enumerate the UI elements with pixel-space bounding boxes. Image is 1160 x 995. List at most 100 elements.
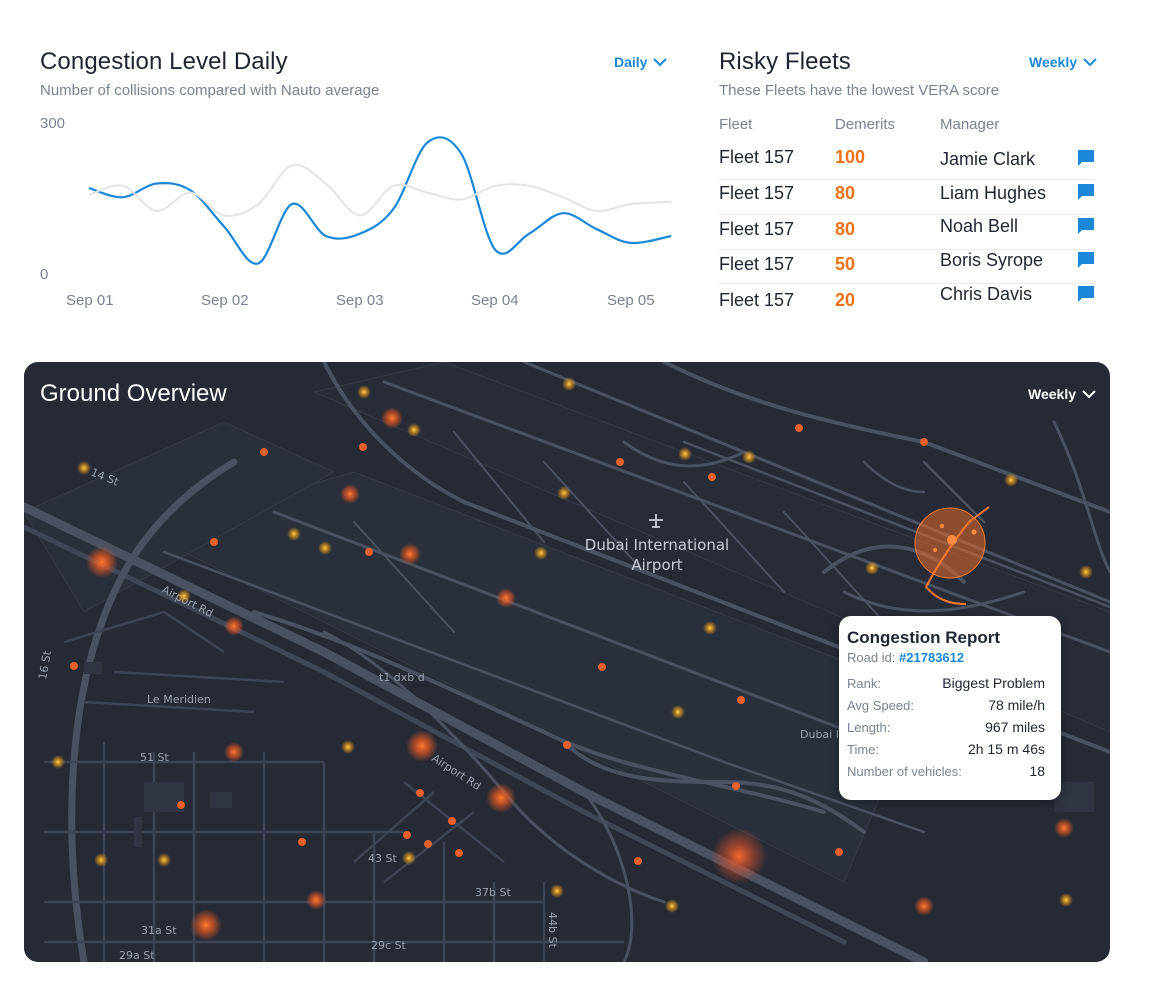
hotspot[interactable]	[341, 740, 355, 754]
hotspot[interactable]	[94, 853, 108, 867]
hotspot[interactable]	[298, 838, 306, 846]
hotspot[interactable]	[86, 546, 118, 578]
risky-subtitle: These Fleets have the lowest VERA score	[719, 82, 1000, 99]
hotspot[interactable]	[190, 909, 222, 941]
table-row[interactable]: Fleet 157 50 Boris Syrope	[719, 249, 1095, 284]
hotspot[interactable]	[403, 831, 411, 839]
chevron-down-icon	[1083, 57, 1097, 66]
message-icon[interactable]	[1077, 285, 1095, 303]
hotspot[interactable]	[357, 385, 371, 399]
hotspot[interactable]	[260, 448, 268, 456]
hotspot[interactable]	[455, 849, 463, 857]
hotspot[interactable]	[448, 817, 456, 825]
demerits-cell: 100	[835, 147, 866, 167]
demerits-cell: 80	[835, 183, 856, 203]
hotspot[interactable]	[399, 543, 421, 565]
table-row[interactable]: Fleet 157 80 Liam Hughes	[719, 180, 1095, 215]
hotspot[interactable]	[598, 663, 606, 671]
hotspot[interactable]	[795, 424, 803, 432]
table-row[interactable]: Fleet 157 20 Chris Davis	[719, 283, 1095, 317]
hotspot[interactable]	[496, 588, 516, 608]
hotspot[interactable]	[210, 538, 218, 546]
message-icon[interactable]	[1077, 251, 1095, 269]
congestion-report-tooltip: Congestion Report Road id: #21783612 Ran…	[839, 616, 1061, 800]
report-field-value: Biggest Problem	[942, 675, 1045, 691]
hotspot[interactable]	[287, 527, 301, 541]
hotspot[interactable]	[562, 377, 576, 391]
table-row[interactable]: Fleet 157 100 Jamie Clark	[719, 145, 1095, 180]
hotspot[interactable]	[671, 705, 685, 719]
hotspot[interactable]	[737, 696, 745, 704]
risky-period-dropdown[interactable]: Weekly	[1029, 54, 1097, 70]
hotspot[interactable]	[1079, 565, 1093, 579]
hotspot[interactable]	[711, 828, 767, 884]
ground-period-dropdown[interactable]: Weekly	[1028, 386, 1096, 402]
street-label: 29a St	[119, 949, 155, 962]
hotspot[interactable]	[381, 407, 403, 429]
report-field-label: Time:	[847, 742, 880, 757]
selected-road-path[interactable]	[924, 506, 990, 605]
hotspot[interactable]	[365, 548, 373, 556]
hotspot[interactable]	[1054, 818, 1074, 838]
hotspot[interactable]	[224, 616, 244, 636]
airport-label: Dubai International Airport	[585, 514, 729, 574]
hotspot[interactable]	[416, 789, 424, 797]
hotspot[interactable]	[77, 461, 91, 475]
hotspot[interactable]	[534, 546, 548, 560]
hotspot[interactable]	[340, 484, 360, 504]
message-icon[interactable]	[1077, 217, 1095, 235]
hotspot[interactable]	[306, 890, 326, 910]
hotspot[interactable]	[177, 801, 185, 809]
hotspot[interactable]	[665, 899, 679, 913]
hotspot[interactable]	[708, 473, 716, 481]
hotspot[interactable]	[1059, 893, 1073, 907]
message-icon[interactable]	[1077, 149, 1095, 167]
hotspot[interactable]	[914, 896, 934, 916]
selected-road[interactable]	[914, 506, 990, 605]
hotspot[interactable]	[157, 853, 171, 867]
hotspot[interactable]	[402, 851, 416, 865]
hotspot[interactable]	[557, 486, 571, 500]
road-id-label: Road id:	[847, 650, 896, 665]
message-icon[interactable]	[1077, 183, 1095, 201]
hotspot[interactable]	[550, 884, 564, 898]
street-label: Dubai In	[800, 728, 846, 741]
hotspot[interactable]	[940, 524, 944, 528]
airplane-icon	[649, 514, 663, 528]
hotspot[interactable]	[920, 438, 928, 446]
hotspot[interactable]	[971, 529, 977, 535]
hotspot[interactable]	[424, 840, 432, 848]
hotspot[interactable]	[1004, 473, 1018, 487]
hotspot[interactable]	[51, 755, 65, 769]
airport-name-line2: Airport	[631, 556, 682, 574]
hotspot[interactable]	[947, 535, 957, 545]
hotspot[interactable]	[835, 848, 843, 856]
hotspot[interactable]	[703, 621, 717, 635]
hotspot[interactable]	[563, 741, 571, 749]
hotspot[interactable]	[407, 423, 421, 437]
hotspot[interactable]	[616, 458, 624, 466]
hotspot[interactable]	[224, 742, 244, 762]
hotspot[interactable]	[742, 450, 756, 464]
hotspot[interactable]	[177, 589, 191, 603]
hotspot[interactable]	[70, 662, 78, 670]
hotspot[interactable]	[678, 447, 692, 461]
hotspot[interactable]	[486, 783, 516, 813]
fleet-cell: Fleet 157	[719, 219, 795, 239]
congestion-period-dropdown[interactable]: Daily	[614, 54, 668, 70]
hotspot[interactable]	[865, 561, 879, 575]
hotspot[interactable]	[406, 730, 438, 762]
street-label: 44b St	[546, 912, 559, 948]
report-field-label: Rank:	[847, 676, 881, 691]
street-label: t1 dxb d	[379, 671, 425, 684]
road-id-link[interactable]: #21783612	[899, 650, 965, 665]
ground-overview-map[interactable]: 14 St Airport Rd 16 St Le Meridien t1 dx…	[24, 362, 1110, 962]
hotspot[interactable]	[634, 857, 642, 865]
chevron-down-icon	[1082, 389, 1096, 398]
hotspot[interactable]	[933, 548, 937, 552]
fleet-cell: Fleet 157	[719, 254, 795, 274]
hotspot[interactable]	[318, 541, 332, 555]
hotspot[interactable]	[732, 782, 740, 790]
table-row[interactable]: Fleet 157 80 Noah Bell	[719, 215, 1095, 250]
hotspot[interactable]	[359, 443, 367, 451]
